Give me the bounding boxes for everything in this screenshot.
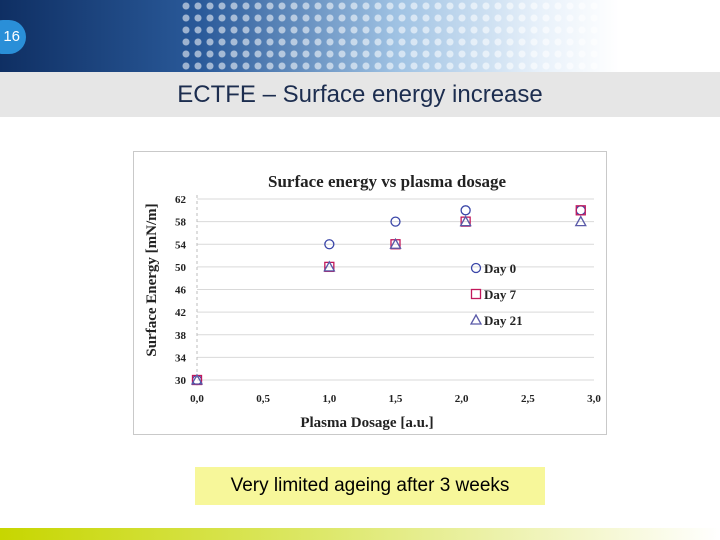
data-point-day-7	[575, 205, 586, 216]
legend-marker-day-21	[469, 313, 483, 325]
data-point-day-0	[324, 239, 335, 250]
data-point-day-21	[459, 215, 472, 227]
header-dot-pattern	[180, 0, 600, 70]
legend-label-day-7: Day 7	[484, 287, 517, 302]
bottom-bar	[0, 528, 720, 540]
x-tick-label: 0,0	[190, 393, 204, 405]
x-tick-label: 1,5	[389, 393, 403, 405]
y-tick-label: 50	[175, 262, 187, 274]
x-tick-label: 2,5	[521, 393, 535, 405]
title-band	[0, 72, 720, 117]
y-tick-label: 38	[175, 330, 187, 342]
y-axis-label: Surface Energy [mN/m]	[144, 203, 160, 356]
y-tick-label: 42	[175, 307, 187, 319]
data-point-day-21	[574, 215, 587, 227]
data-point-day-0	[390, 216, 401, 227]
scatter-chart: Surface energy vs plasma dosage Plasma D…	[144, 172, 601, 431]
legend-label-day-0: Day 0	[484, 261, 516, 276]
x-tick-label: 2,0	[455, 393, 469, 405]
y-tick-label: 46	[175, 285, 187, 297]
caption-box: Very limited ageing after 3 weeks	[195, 467, 545, 505]
x-tick-label: 3,0	[587, 393, 601, 405]
y-tick-label: 30	[175, 375, 187, 387]
page-number-badge: 16	[0, 20, 26, 54]
y-tick-label: 58	[175, 217, 187, 229]
legend-marker-day-0	[470, 262, 482, 274]
x-tick-label: 1,0	[322, 393, 336, 405]
data-point-day-21	[389, 237, 402, 249]
data-point-day-0	[460, 205, 471, 216]
legend-marker-day-7	[470, 288, 482, 300]
chart-title: Surface energy vs plasma dosage	[268, 172, 506, 191]
y-tick-label: 54	[175, 239, 187, 251]
x-axis-label: Plasma Dosage [a.u.]	[300, 415, 433, 431]
x-tick-label: 0,5	[256, 393, 270, 405]
slide-title: ECTFE – Surface energy increase	[177, 81, 543, 108]
y-tick-label: 34	[175, 352, 187, 364]
y-tick-label: 62	[175, 194, 187, 206]
legend-label-day-21: Day 21	[484, 313, 523, 328]
chart-frame: Surface energy vs plasma dosage Plasma D…	[133, 151, 607, 435]
data-point-day-0	[575, 205, 586, 216]
data-point-day-21	[323, 260, 336, 272]
data-point-day-21	[190, 373, 204, 385]
